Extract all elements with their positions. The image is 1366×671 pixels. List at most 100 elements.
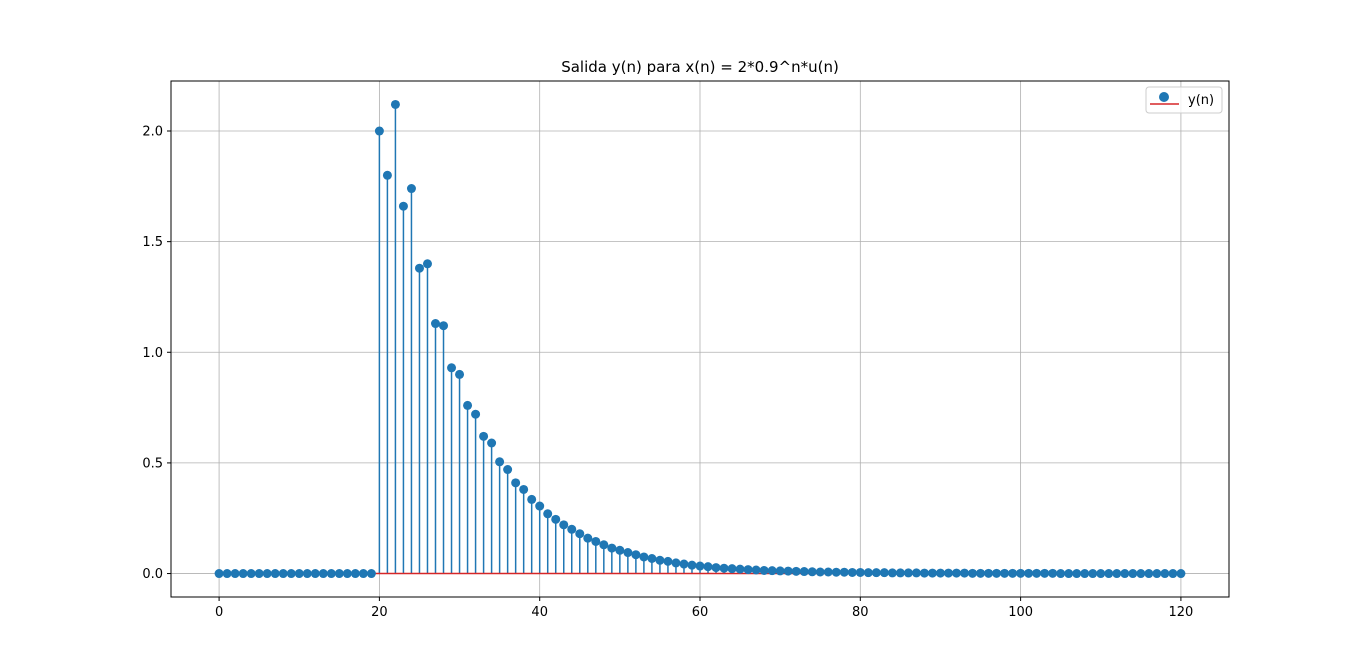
stem-marker (334, 569, 344, 579)
stem-marker (447, 363, 457, 373)
x-tick-label: 0 (215, 605, 223, 620)
x-tick-label: 20 (371, 605, 388, 620)
stem-marker (1080, 569, 1090, 579)
x-tick-label: 120 (1168, 605, 1193, 620)
stem-marker (687, 560, 697, 570)
stem-marker (968, 568, 978, 578)
stem-marker (1176, 569, 1186, 579)
stem-marker (358, 569, 368, 579)
stem-marker (591, 536, 601, 546)
stem-marker (887, 568, 897, 578)
stem-marker (951, 568, 961, 578)
y-tick-label: 1.0 (142, 346, 163, 361)
stem-marker (431, 319, 440, 329)
stem-marker (759, 565, 769, 575)
stem-marker (791, 566, 801, 576)
stem-marker (903, 568, 913, 578)
stem-marker (960, 568, 969, 578)
stem-marker (976, 568, 986, 578)
stem-marker (1072, 569, 1082, 579)
stem-marker (663, 556, 673, 566)
stem-marker (647, 553, 657, 563)
stem-marker (807, 567, 817, 577)
stem-marker (214, 569, 224, 579)
stem-marker (471, 409, 481, 419)
stem-marker (775, 566, 785, 576)
stem-marker (799, 567, 809, 577)
stem-marker (479, 431, 489, 441)
stem-marker (374, 126, 384, 136)
stem-marker (1040, 568, 1050, 578)
stem-marker (1016, 568, 1026, 578)
stem-marker (559, 520, 569, 530)
stem-marker (919, 568, 929, 578)
y-tick-label: 2.0 (142, 125, 163, 140)
stem-marker (1048, 568, 1058, 578)
stem-marker (751, 565, 761, 575)
legend: y(n) (1145, 86, 1223, 114)
stem-marker (422, 259, 432, 269)
stem-marker (406, 184, 416, 194)
stem-marker (935, 568, 945, 578)
stem-marker (1032, 568, 1042, 578)
stem-marker (639, 552, 649, 562)
y-tick-label: 1.5 (142, 235, 163, 250)
stem-marker (487, 438, 497, 448)
x-tick-label: 40 (531, 605, 548, 620)
stem-marker (246, 569, 256, 579)
chart-title: Salida y(n) para x(n) = 2*0.9^n*u(n) (561, 58, 839, 76)
stem-marker (1056, 569, 1066, 579)
x-axis-ticks: 0 20 40 60 80 100 120 (215, 597, 1193, 620)
stem-marker (302, 569, 312, 579)
stem-marker (318, 569, 328, 579)
stem-marker (1168, 569, 1178, 579)
stem-marker (1096, 569, 1106, 579)
stem-marker (895, 568, 905, 578)
stem-marker (382, 170, 392, 180)
stem-marker (679, 559, 689, 569)
stem-marker (503, 465, 513, 475)
stem-marker (871, 568, 881, 578)
x-tick-label: 100 (1008, 605, 1033, 620)
stem-marker (623, 548, 633, 558)
stem-marker (783, 566, 793, 576)
y-tick-label: 0.0 (142, 567, 163, 582)
stem-marker (238, 569, 248, 579)
stem-marker (350, 569, 360, 579)
stem-marker (927, 568, 937, 578)
stem-marker (1144, 569, 1154, 579)
stem-marker (535, 501, 545, 511)
stem-marker (294, 569, 304, 579)
y-axis-ticks: 0.0 0.5 1.0 1.5 2.0 (142, 125, 171, 582)
stem-marker (615, 545, 625, 555)
stem-marker (1000, 568, 1010, 578)
legend-label: y(n) (1188, 93, 1214, 108)
stem-marker (847, 567, 857, 577)
stem-marker (943, 568, 953, 578)
stem-marker (831, 567, 841, 577)
stem-marker (519, 484, 529, 494)
stem-marker (278, 569, 288, 579)
stem-marker (1064, 569, 1074, 579)
stem-marker (1088, 569, 1098, 579)
stem-marker (342, 569, 352, 579)
stem-marker (463, 400, 473, 410)
legend-marker-swatch (1159, 92, 1169, 102)
stem-marker (695, 561, 705, 571)
stem-marker (527, 494, 537, 504)
stem-marker (839, 567, 849, 577)
stem-marker (671, 558, 681, 568)
stem-marker (455, 369, 465, 379)
stem-marker (575, 529, 585, 539)
stem-marker (743, 565, 753, 575)
stem-marker (439, 321, 449, 331)
stem-marker (631, 550, 641, 560)
x-tick-label: 60 (692, 605, 709, 620)
stem-marker (855, 567, 865, 577)
stem-marker (719, 563, 729, 573)
stem-marker (495, 457, 505, 467)
stem-marker (599, 540, 609, 550)
stem-marker (222, 569, 232, 579)
